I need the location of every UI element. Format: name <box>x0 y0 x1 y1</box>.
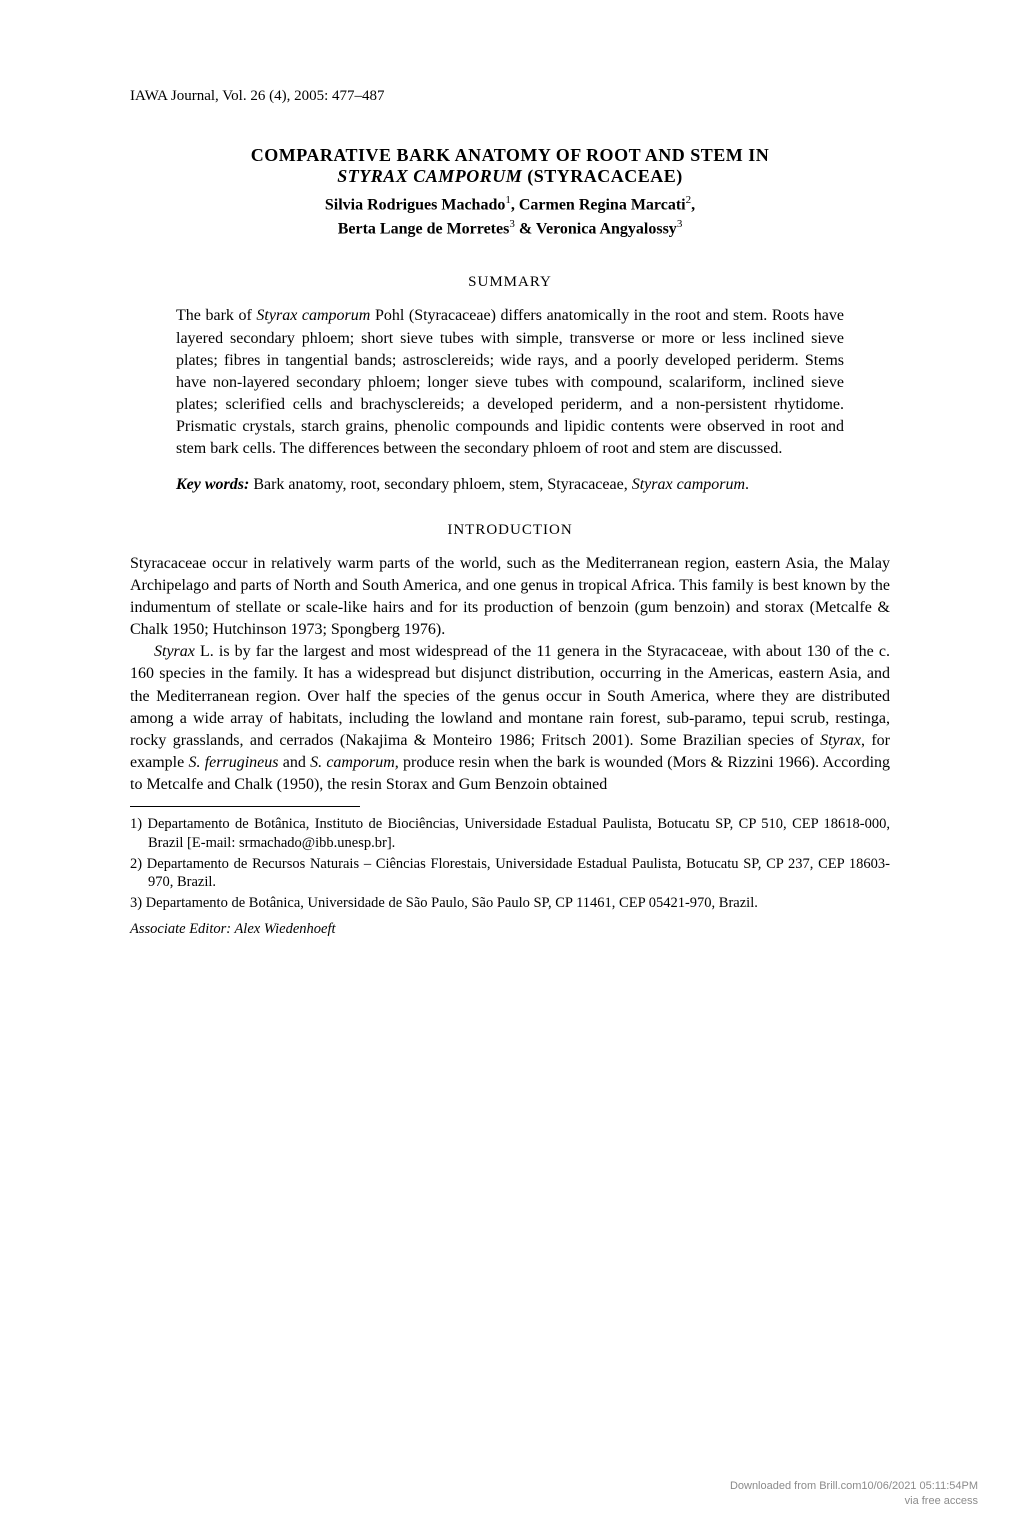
title-line1: COMPARATIVE BARK ANATOMY OF ROOT AND STE… <box>251 145 770 165</box>
footnotes-block: 1) Departamento de Botânica, Instituto d… <box>130 815 890 913</box>
intro-text-a: L. is by far the largest and most widesp… <box>130 643 890 748</box>
associate-editor: Associate Editor: Alex Wiedenhoeft <box>130 921 890 938</box>
summary-block: The bark of Styrax camporum Pohl (Styrac… <box>130 305 890 496</box>
footnote-1: 1) Departamento de Botânica, Instituto d… <box>130 815 890 853</box>
footnote-3: 3) Departamento de Botânica, Universidad… <box>130 894 890 913</box>
intro-text-c: and <box>278 754 310 771</box>
intro-paragraph-2: Styrax L. is by far the largest and most… <box>130 641 890 796</box>
author-sep-amp: & <box>515 220 536 237</box>
article-title: COMPARATIVE BARK ANATOMY OF ROOT AND STE… <box>130 145 890 187</box>
keywords-paragraph: Key words: Bark anatomy, root, secondary… <box>176 474 844 496</box>
footnote-rule <box>130 806 360 807</box>
author-sep: , <box>691 196 695 213</box>
intro-species-1: S. ferrugineus <box>188 754 278 771</box>
download-line-1: Downloaded from Brill.com10/06/2021 05:1… <box>730 1480 978 1492</box>
download-line-2: via free access <box>905 1495 978 1507</box>
summary-species: Styrax camporum <box>256 307 370 324</box>
keywords-text: Bark anatomy, root, secondary phloem, st… <box>249 476 631 493</box>
author-4: Veronica Angyalossy <box>536 220 677 237</box>
author-4-affil: 3 <box>677 218 683 230</box>
title-species: STYRAX CAMPORUM <box>337 166 522 186</box>
author-2: Carmen Regina Marcati <box>519 196 686 213</box>
keywords-label: Key words: <box>176 476 249 493</box>
author-sep: , <box>511 196 519 213</box>
summary-text-b: Pohl (Styracaceae) differs anatomically … <box>176 307 844 456</box>
intro-paragraph-1: Styracaceae occur in relatively warm par… <box>130 553 890 641</box>
summary-paragraph: The bark of Styrax camporum Pohl (Styrac… <box>176 305 844 460</box>
footnote-2: 2) Departamento de Recursos Naturais – C… <box>130 855 890 893</box>
keywords-species: Styrax camporum <box>632 476 745 493</box>
keywords-period: . <box>745 476 749 493</box>
summary-heading: SUMMARY <box>130 274 890 291</box>
introduction-heading: INTRODUCTION <box>130 522 890 539</box>
intro-genus-2: Styrax <box>820 732 861 749</box>
summary-text-a: The bark of <box>176 307 256 324</box>
authors-block: Silvia Rodrigues Machado1, Carmen Regina… <box>130 193 890 240</box>
author-1: Silvia Rodrigues Machado <box>325 196 505 213</box>
intro-species-2: S. camporum, <box>310 754 399 771</box>
title-family: (STYRACACEAE) <box>522 166 683 186</box>
intro-genus-1: Styrax <box>154 643 195 660</box>
author-3: Berta Lange de Morretes <box>338 220 510 237</box>
download-stamp: Downloaded from Brill.com10/06/2021 05:1… <box>730 1479 978 1508</box>
running-header: IAWA Journal, Vol. 26 (4), 2005: 477–487 <box>130 88 890 105</box>
